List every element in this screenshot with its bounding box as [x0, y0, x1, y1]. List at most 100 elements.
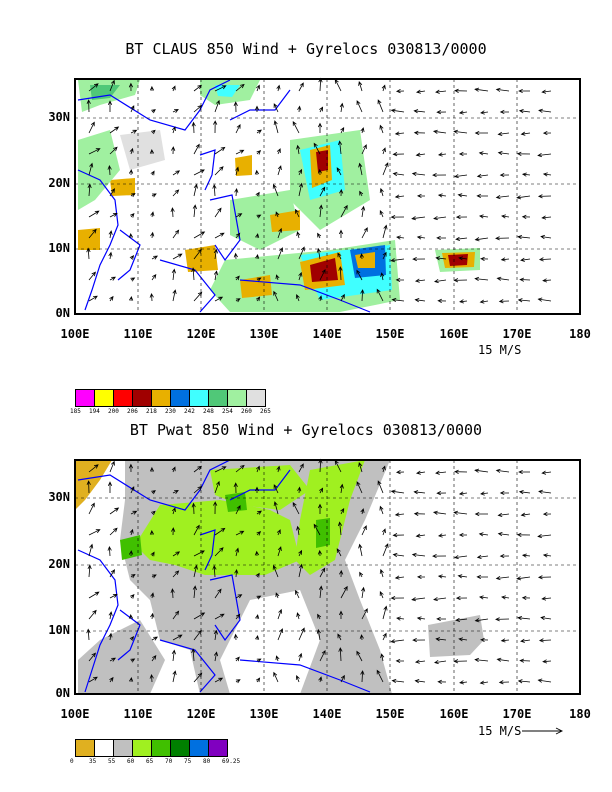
wind-vector — [214, 85, 227, 92]
wind-vector — [170, 207, 175, 218]
wind-vector — [235, 275, 240, 281]
wind-vector — [150, 612, 155, 620]
wind-vector — [434, 278, 447, 284]
p2-ylabel-0n: 0N — [55, 686, 70, 700]
wind-vector — [295, 589, 300, 599]
wind-vector — [235, 464, 245, 473]
wind-vector — [277, 165, 282, 176]
wind-vector — [415, 152, 426, 157]
wind-vector — [171, 268, 176, 281]
wind-vector — [411, 171, 426, 177]
wind-vector — [501, 214, 510, 219]
wind-vector — [313, 142, 321, 155]
wind-vector — [339, 188, 344, 197]
wind-vector — [538, 108, 552, 113]
wind-vector — [476, 554, 489, 559]
wind-vector — [497, 131, 510, 136]
p1-colorbar — [75, 389, 266, 407]
wind-vector — [109, 657, 117, 662]
wind-vector — [255, 253, 260, 260]
wind-vector — [360, 508, 365, 515]
wind-vector — [414, 659, 426, 664]
wind-vector — [542, 172, 552, 177]
colorbar-swatch — [227, 389, 247, 407]
wind-vector — [193, 183, 198, 197]
wind-vector — [109, 276, 117, 281]
wind-vector — [107, 481, 113, 493]
wind-vector — [382, 251, 387, 260]
wind-vector — [149, 148, 155, 155]
wind-vector — [88, 676, 98, 683]
wind-vector — [499, 553, 510, 559]
wind-vector — [394, 131, 405, 136]
wind-vector — [149, 529, 155, 536]
wind-vector — [392, 533, 405, 538]
wind-vector — [455, 236, 468, 241]
wind-vector — [340, 204, 348, 218]
p1-xlabel: 140E — [312, 327, 342, 341]
wind-vector — [129, 636, 135, 641]
colorbar-label: 194 — [89, 408, 100, 415]
colorbar-label: 218 — [146, 408, 157, 415]
wind-vector — [317, 549, 322, 557]
wind-vector — [88, 529, 101, 536]
wind-vector — [150, 231, 155, 239]
colorbar-swatch — [75, 739, 95, 757]
wind-vector — [361, 227, 368, 239]
wind-vector — [319, 649, 326, 662]
wind-vector — [438, 152, 447, 157]
wind-vector — [213, 651, 219, 662]
wind-vector — [277, 608, 283, 620]
colorbar-label: 230 — [165, 408, 176, 415]
wind-vector — [130, 510, 138, 515]
wind-vector — [356, 650, 363, 662]
p1-xlabel: 150E — [375, 327, 405, 341]
wind-vector — [542, 278, 552, 283]
wind-vector — [192, 204, 197, 218]
wind-vector — [541, 215, 552, 220]
wind-vector — [193, 550, 205, 557]
wind-vector — [214, 232, 225, 239]
wind-vector — [395, 470, 405, 475]
panel1-map — [74, 77, 581, 315]
wind-vector — [151, 490, 156, 495]
colorbar-swatch — [170, 389, 190, 407]
wind-vector — [149, 673, 154, 683]
panel2-frame — [74, 459, 581, 695]
wind-vector — [340, 127, 345, 134]
wind-vector — [235, 213, 243, 218]
wind-vector — [414, 298, 426, 303]
colorbar-swatch — [246, 389, 266, 407]
wind-vector — [150, 211, 155, 218]
wind-vector — [360, 670, 365, 683]
wind-vector — [396, 616, 405, 621]
wind-vector — [479, 680, 489, 685]
wind-vector — [298, 549, 302, 557]
panel2-scale-arrow — [522, 727, 564, 735]
wind-vector — [276, 148, 281, 155]
wind-vector — [171, 146, 176, 155]
wind-vector — [191, 648, 196, 662]
wind-vector — [478, 151, 489, 156]
wind-vector — [339, 102, 344, 113]
wind-vector — [277, 227, 283, 239]
wind-vector — [150, 510, 156, 516]
wind-vector — [235, 298, 241, 303]
wind-vector — [214, 296, 224, 302]
wind-vector — [149, 466, 155, 473]
wind-vector — [436, 616, 447, 622]
colorbar-label: 35 — [89, 758, 97, 765]
wind-vector — [382, 605, 388, 620]
wind-vector — [88, 609, 97, 620]
wind-vector — [517, 298, 531, 303]
wind-vector — [390, 214, 405, 220]
colorbar-label: 70 — [165, 758, 173, 765]
wind-vector — [172, 253, 183, 260]
wind-vector — [213, 629, 218, 641]
wind-vector — [275, 274, 280, 281]
wind-vector — [256, 465, 260, 473]
wind-vector — [395, 89, 405, 94]
wind-vector — [149, 85, 155, 92]
wind-vector — [379, 591, 384, 599]
wind-vector — [496, 657, 510, 662]
